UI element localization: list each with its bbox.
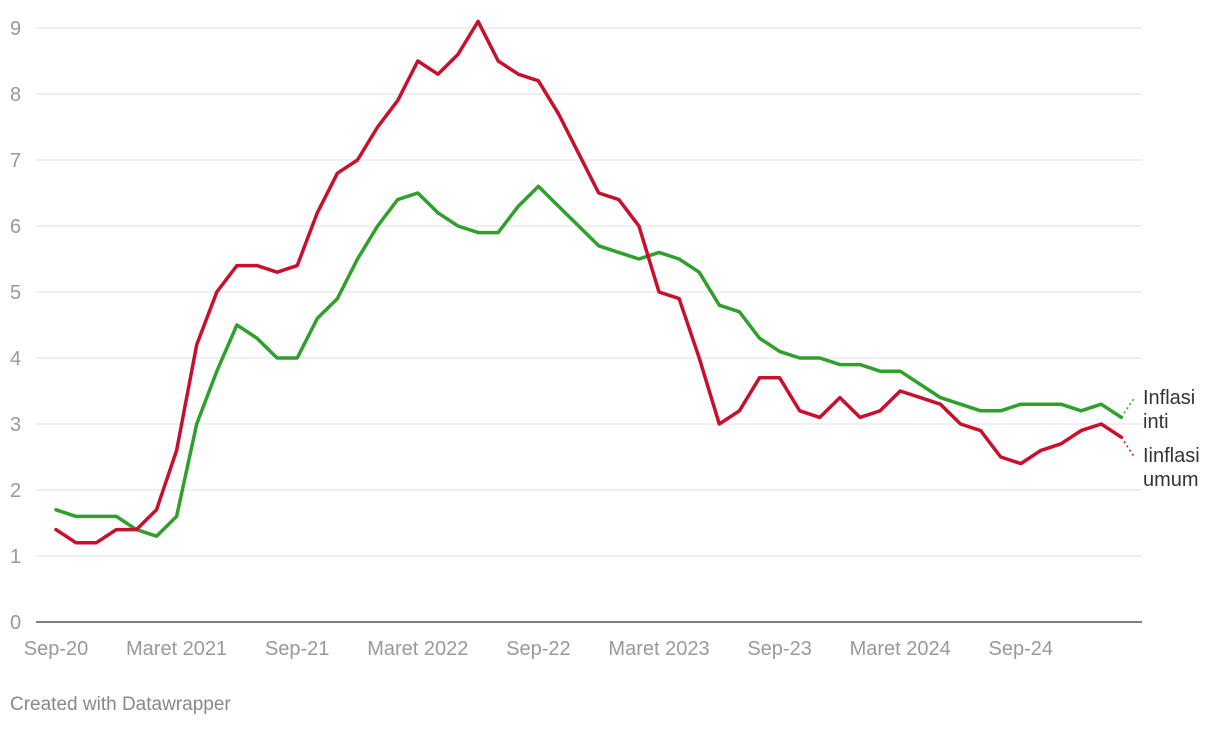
y-tick-label: 6 [10,216,21,238]
x-tick-label: Maret 2024 [850,638,951,660]
series-label: Inflasi inti [1143,387,1195,433]
series-line-inflasi-umum [54,19,1124,545]
y-tick-label: 8 [10,84,21,106]
credit-text: Created with Datawrapper [10,694,231,715]
y-tick-label: 3 [10,414,21,436]
x-axis-tick-labels: Sep-20 Maret 2021 Sep-21 Maret 2022 Sep-22 Ma… [24,638,1053,660]
x-tick-label: Maret 2021 [126,638,227,660]
y-tick-label: 9 [10,18,21,40]
y-axis-tick-labels: 0 1 2 3 4 5 6 7 8 9 [10,18,21,634]
series-line-inflasi-inti [54,184,1124,538]
label-connector [1120,396,1136,418]
y-tick-label: 5 [10,282,21,304]
x-tick-label: Sep-23 [747,638,812,660]
y-tick-label: 2 [10,480,21,502]
y-tick-label: 7 [10,150,21,172]
x-tick-label: Sep-20 [24,638,89,660]
x-tick-label: Maret 2022 [367,638,468,660]
y-tick-label: 4 [10,348,21,370]
label-connector [1120,436,1136,459]
x-tick-label: Sep-24 [989,638,1054,660]
x-tick-label: Maret 2023 [608,638,709,660]
y-tick-label: 1 [10,546,21,568]
y-tick-label: 0 [10,612,21,634]
x-tick-label: Sep-21 [265,638,330,660]
gridlines [36,27,1142,623]
line-chart: 0 1 2 3 4 5 6 7 8 9 Sep-20 Maret 2021 Sep-21 Maret 2… [10,18,1200,660]
series-lines [54,19,1124,545]
series-label: Iinflasi umum [1143,445,1200,491]
x-tick-label: Sep-22 [506,638,571,660]
series-labels: Inflasi inti Iinflasi umum [1120,387,1200,491]
